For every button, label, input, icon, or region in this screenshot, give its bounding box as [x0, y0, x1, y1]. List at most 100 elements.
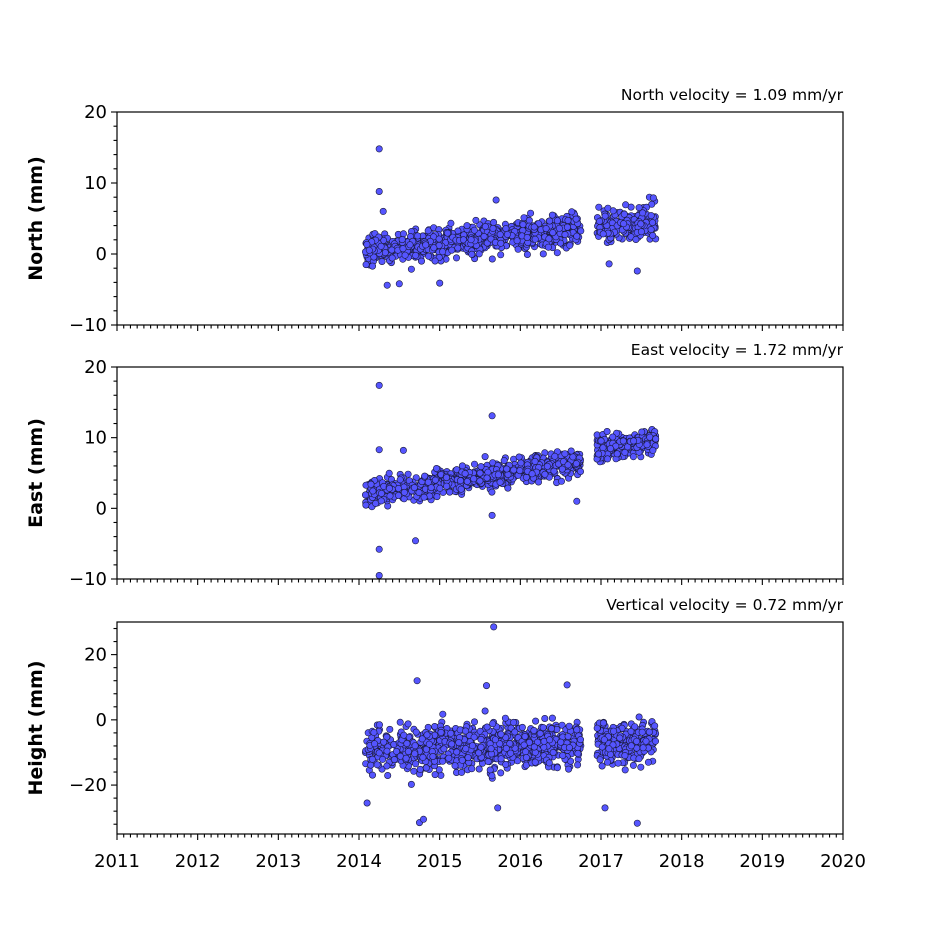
data-point — [533, 738, 541, 746]
data-point-outlier — [375, 571, 383, 579]
data-point — [431, 476, 439, 484]
data-point — [407, 265, 415, 273]
data-point — [424, 227, 432, 235]
data-point — [375, 749, 383, 757]
data-point — [648, 200, 656, 208]
data-point — [497, 251, 505, 259]
data-point — [506, 740, 514, 748]
data-point — [378, 257, 386, 265]
data-point-outlier — [573, 497, 581, 505]
data-point — [396, 718, 404, 726]
data-point — [455, 739, 463, 747]
data-point — [639, 744, 647, 752]
data-point — [400, 488, 408, 496]
data-point — [545, 759, 553, 767]
data-point — [573, 232, 581, 240]
data-point-outlier — [375, 446, 383, 454]
data-point — [544, 243, 552, 251]
data-point — [433, 493, 441, 501]
data-point-outlier — [379, 207, 387, 215]
data-point — [511, 728, 519, 736]
y-tick-label: −20 — [69, 775, 107, 796]
data-point — [412, 760, 420, 768]
data-point — [528, 470, 536, 478]
x-tick-label: 2018 — [659, 851, 705, 872]
data-point — [648, 219, 656, 227]
data-point — [621, 448, 629, 456]
data-point — [621, 766, 629, 774]
data-point — [600, 736, 608, 744]
x-tick-label: 2015 — [417, 851, 463, 872]
data-point — [565, 722, 573, 730]
panel-1: North velocity = 1.09 mm/yr North (mm) −10… — [25, 86, 844, 336]
data-point — [514, 245, 522, 253]
data-point — [370, 740, 378, 748]
data-point — [488, 255, 496, 263]
data-point — [484, 468, 492, 476]
data-point — [564, 216, 572, 224]
data-point — [489, 720, 497, 728]
data-point — [483, 723, 491, 731]
data-point — [368, 771, 376, 779]
data-point-outlier — [563, 681, 571, 689]
data-point — [601, 212, 609, 220]
data-point — [453, 748, 461, 756]
data-point — [435, 235, 443, 243]
data-point — [369, 487, 377, 495]
data-point — [642, 737, 650, 745]
data-point — [597, 437, 605, 445]
data-point — [539, 250, 547, 258]
data-point — [399, 230, 407, 238]
data-point — [633, 737, 641, 745]
data-point — [363, 240, 371, 248]
data-point — [546, 217, 554, 225]
data-point-outlier — [649, 194, 657, 202]
data-point — [462, 727, 470, 735]
data-point — [451, 762, 459, 770]
data-point — [568, 208, 576, 216]
data-point-outlier — [363, 799, 371, 807]
y-tick-label: 20 — [84, 645, 107, 666]
data-point-outlier — [399, 446, 407, 454]
data-point — [539, 724, 547, 732]
data-point — [431, 771, 439, 779]
data-point — [530, 726, 538, 734]
data-point — [394, 491, 402, 499]
data-point — [468, 250, 476, 258]
data-point — [532, 717, 540, 725]
data-point — [635, 755, 643, 763]
data-point — [489, 459, 497, 467]
data-point — [401, 251, 409, 259]
data-point — [565, 765, 573, 773]
data-point — [477, 463, 485, 471]
data-point — [396, 476, 404, 484]
data-point — [458, 768, 466, 776]
data-point — [569, 453, 577, 461]
y-tick-label: −10 — [69, 569, 107, 590]
data-point — [549, 229, 557, 237]
data-point — [385, 469, 393, 477]
data-point — [637, 228, 645, 236]
data-point — [545, 235, 553, 243]
y-tick-label: 10 — [84, 173, 107, 194]
data-point — [502, 744, 510, 752]
data-point — [503, 230, 511, 238]
data-point — [414, 232, 422, 240]
data-point — [502, 733, 510, 741]
data-point — [472, 216, 480, 224]
data-point — [494, 471, 502, 479]
data-point — [647, 226, 655, 234]
data-point — [523, 234, 531, 242]
data-point — [557, 738, 565, 746]
data-point — [377, 242, 385, 250]
data-point — [415, 488, 423, 496]
data-point — [609, 433, 617, 441]
data-point — [398, 236, 406, 244]
data-point — [407, 780, 415, 788]
data-point — [470, 733, 478, 741]
data-point — [530, 743, 538, 751]
data-point — [379, 755, 387, 763]
data-point-outlier — [482, 682, 490, 690]
panel-1-scatter-points — [361, 145, 660, 289]
